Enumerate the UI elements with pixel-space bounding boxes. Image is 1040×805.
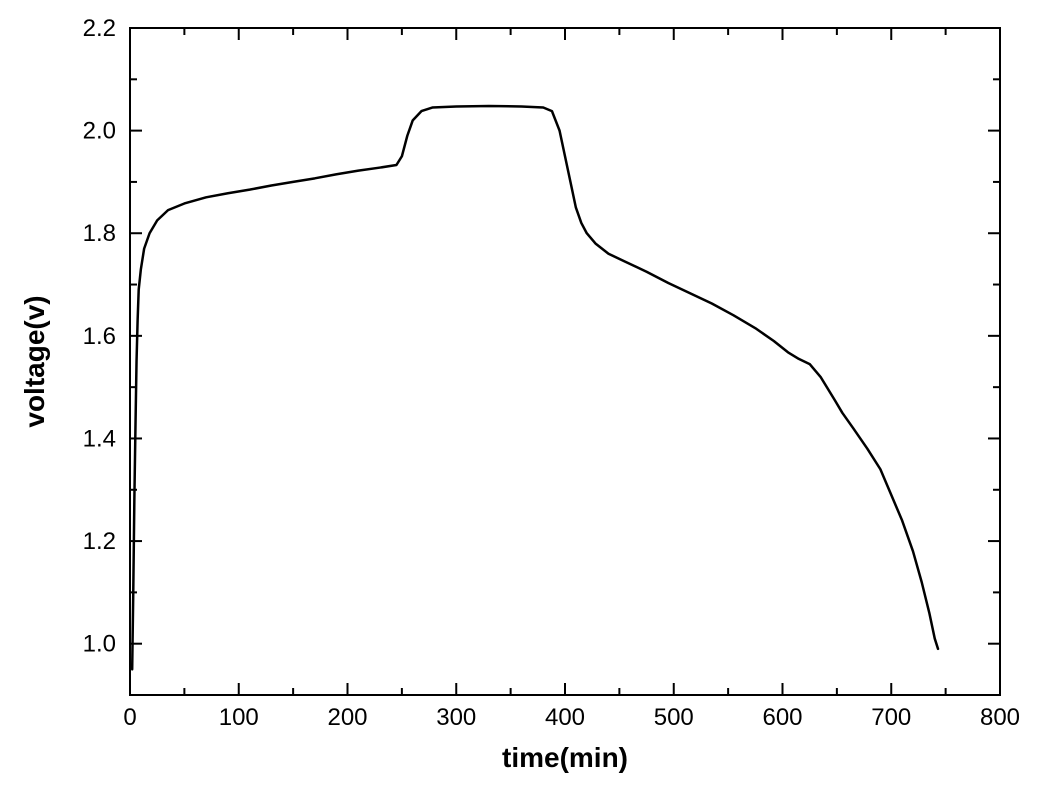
- x-axis-label: time(min): [502, 742, 628, 773]
- x-tick-label: 800: [980, 704, 1020, 731]
- y-tick-label: 1.0: [83, 631, 116, 658]
- x-tick-label: 700: [871, 704, 911, 731]
- x-tick-label: 200: [327, 704, 367, 731]
- x-tick-label: 100: [219, 704, 259, 731]
- line-chart: 0 100 200 300 400 500 600 700 800 1.0 1.2 1.4 1.6 1.8…: [0, 0, 1040, 805]
- y-tick-label: 1.4: [83, 425, 116, 452]
- y-tick-label: 2.2: [83, 15, 116, 42]
- x-tick-label: 0: [123, 704, 136, 731]
- y-tick-label: 1.6: [83, 323, 116, 350]
- x-tick-label: 500: [654, 704, 694, 731]
- y-tick-label: 2.0: [83, 118, 116, 145]
- y-axis-label: voltage(v): [19, 295, 50, 427]
- chart-background: [0, 0, 1040, 805]
- x-tick-label: 300: [436, 704, 476, 731]
- chart-container: 0 100 200 300 400 500 600 700 800 1.0 1.2 1.4 1.6 1.8…: [0, 0, 1040, 805]
- x-tick-label: 400: [545, 704, 585, 731]
- y-tick-label: 1.8: [83, 220, 116, 247]
- x-tick-label: 600: [762, 704, 802, 731]
- y-tick-label: 1.2: [83, 528, 116, 555]
